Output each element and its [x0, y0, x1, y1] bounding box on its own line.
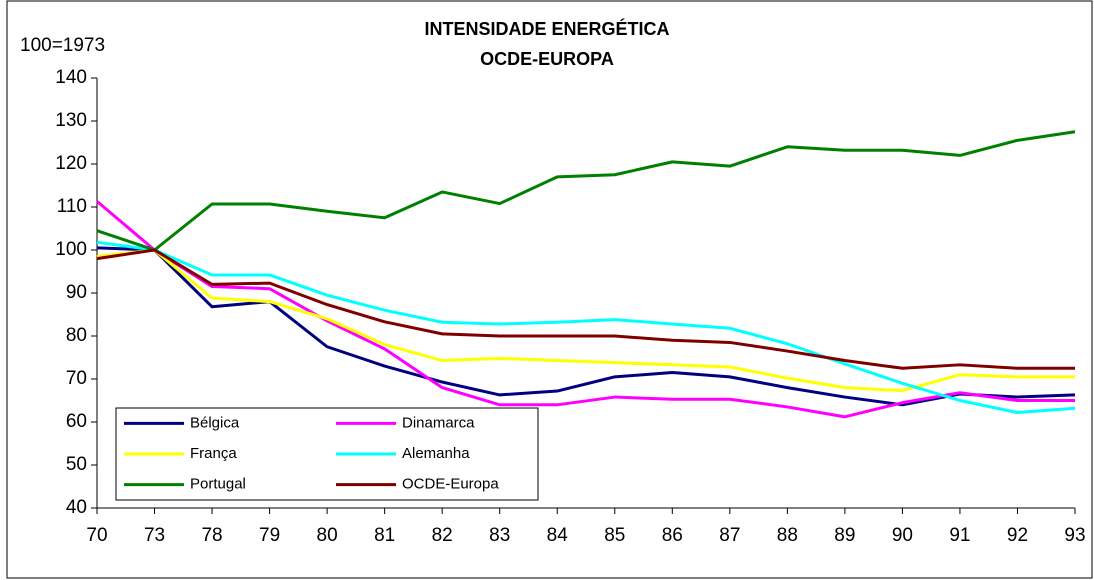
- y-tick-label: 50: [66, 454, 87, 475]
- x-tick-label: 79: [259, 525, 280, 546]
- legend-box: [115, 407, 539, 501]
- y-tick-label: 130: [55, 110, 87, 131]
- x-tick-label: 78: [201, 525, 222, 546]
- y-tick-label: 110: [57, 196, 87, 217]
- legend-label: Alemanha: [402, 445, 470, 462]
- series-line: [96, 248, 1075, 370]
- x-tick-label: 89: [834, 525, 855, 546]
- chart-title: INTENSIDADE ENERGÉTICA: [424, 18, 669, 39]
- legend-label: Dinamarca: [402, 414, 475, 431]
- y-tick-label: 140: [55, 67, 87, 88]
- series-line: [96, 130, 1076, 252]
- x-tick-label: 81: [374, 525, 395, 546]
- y-tick-label: 80: [66, 325, 87, 346]
- x-tick-label: 88: [777, 525, 798, 546]
- legend-label: Bélgica: [190, 414, 240, 431]
- x-tick-label: 84: [547, 525, 569, 546]
- series-line: [96, 248, 1075, 393]
- legend-label: OCDE-Europa: [402, 476, 499, 493]
- chart-subtitle: OCDE-EUROPA: [480, 49, 614, 69]
- legend-label: França: [190, 445, 237, 462]
- x-tick-label: 85: [604, 525, 625, 546]
- y-tick-label: 120: [55, 153, 87, 174]
- y-tick-label: 90: [66, 282, 87, 303]
- x-tick-label: 70: [86, 525, 107, 546]
- y-tick-label: 100: [55, 239, 87, 260]
- x-tick-label: 90: [892, 525, 913, 546]
- x-tick-label: 80: [317, 525, 338, 546]
- series-line: [96, 200, 1075, 419]
- x-tick-label: 83: [489, 525, 510, 546]
- y-tick-label: 70: [66, 368, 87, 389]
- y-axis-label: 100=1973: [20, 35, 105, 56]
- x-tick-label: 73: [144, 525, 165, 546]
- legend-label: Portugal: [190, 476, 246, 493]
- x-tick-label: 86: [662, 525, 683, 546]
- series-line: [96, 240, 1076, 415]
- x-tick-label: 92: [1007, 525, 1028, 546]
- y-tick-label: 40: [66, 497, 87, 518]
- x-tick-label: 91: [949, 525, 970, 546]
- x-tick-label: 87: [719, 525, 740, 546]
- x-tick-label: 82: [432, 525, 453, 546]
- y-tick-label: 60: [66, 411, 87, 432]
- x-tick-label: 93: [1064, 525, 1085, 546]
